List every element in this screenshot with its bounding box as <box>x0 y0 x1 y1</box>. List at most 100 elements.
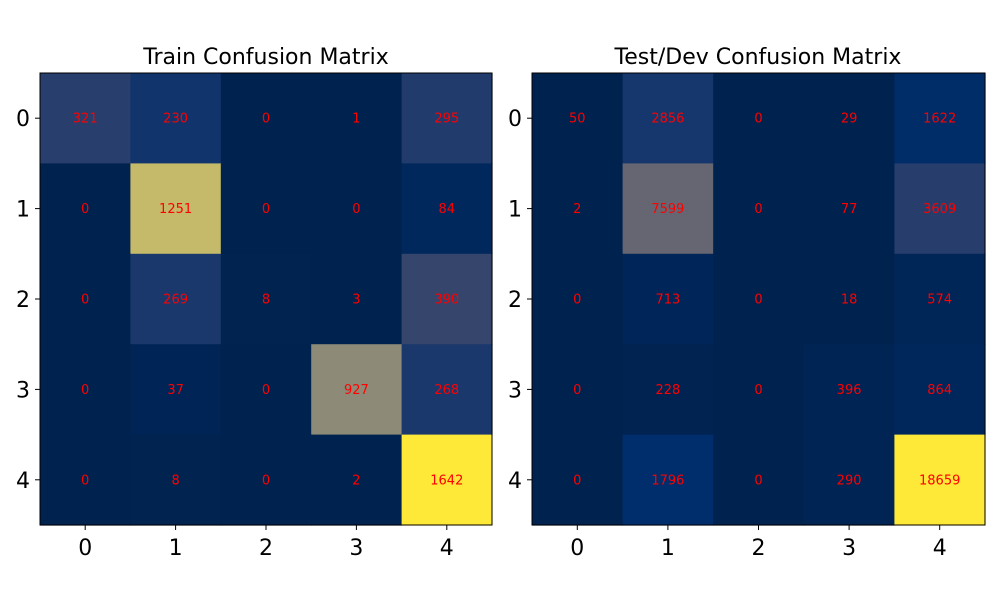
cell-value-label: 37 <box>167 383 184 398</box>
y-tick-label: 0 <box>16 107 30 132</box>
cell-value-label: 269 <box>163 293 188 308</box>
heatmap-cell-r4-c3 <box>803 434 895 526</box>
heatmap-cell-r2-c0 <box>532 253 624 345</box>
cell-value-label: 574 <box>927 293 952 308</box>
heatmap-cell-r0-c2 <box>220 73 312 164</box>
cell-value-label: 0 <box>262 473 270 488</box>
cell-value-label: 290 <box>837 473 862 488</box>
cell-value-label: 0 <box>754 202 762 217</box>
heatmap-cell-r4-c3 <box>311 434 403 526</box>
x-tick-label: 3 <box>349 536 363 561</box>
cell-value-label: 18659 <box>919 473 960 488</box>
cell-value-label: 3609 <box>923 202 956 217</box>
cell-value-label: 0 <box>352 202 360 217</box>
heatmap-cell-r2-c2 <box>713 253 805 345</box>
x-tick-label: 3 <box>842 536 856 561</box>
cell-value-label: 0 <box>754 293 762 308</box>
heatmap-cell-r1-c2 <box>220 163 312 255</box>
heatmap-cell-r2-c1 <box>622 253 714 345</box>
cell-value-label: 1642 <box>430 473 463 488</box>
cell-value-label: 713 <box>655 293 680 308</box>
cell-value-label: 2 <box>573 202 581 217</box>
heatmap-cell-r4-c4 <box>894 434 986 526</box>
heatmap-cell-r2-c1 <box>130 253 222 345</box>
heatmap-cell-r4-c2 <box>220 434 312 526</box>
heatmap-cell-r2-c0 <box>40 253 131 345</box>
heatmap-cell-r3-c2 <box>713 344 805 436</box>
cell-value-label: 0 <box>573 383 581 398</box>
cell-value-label: 0 <box>262 112 270 127</box>
cell-value-label: 50 <box>569 112 586 127</box>
cell-value-label: 18 <box>841 293 858 308</box>
heatmap-cell-r3-c0 <box>40 344 131 436</box>
cell-value-label: 295 <box>434 112 459 127</box>
heatmap-cell-r3-c3 <box>311 344 403 436</box>
heatmap-cell-r0-c1 <box>622 73 714 164</box>
heatmap-cell-r0-c2 <box>713 73 805 164</box>
cell-value-label: 927 <box>344 383 369 398</box>
x-tick-label: 4 <box>440 536 454 561</box>
heatmap-cell-r1-c1 <box>622 163 714 255</box>
cell-value-label: 3 <box>352 293 360 308</box>
heatmap-cell-r4-c1 <box>622 434 714 526</box>
cell-value-label: 84 <box>439 202 456 217</box>
cell-value-label: 0 <box>262 383 270 398</box>
cell-value-label: 0 <box>754 112 762 127</box>
cell-value-label: 0 <box>262 202 270 217</box>
y-tick-label: 3 <box>16 378 30 403</box>
cell-value-label: 0 <box>573 473 581 488</box>
cell-value-label: 0 <box>81 293 89 308</box>
y-tick-label: 2 <box>16 288 30 313</box>
cell-value-label: 1251 <box>159 202 192 217</box>
y-tick-label: 4 <box>16 469 30 494</box>
panel-title: Train Confusion Matrix <box>142 45 388 70</box>
x-tick-label: 1 <box>661 536 675 561</box>
x-tick-label: 1 <box>169 536 183 561</box>
cell-value-label: 77 <box>841 202 858 217</box>
cell-value-label: 29 <box>841 112 858 127</box>
cell-value-label: 8 <box>262 293 270 308</box>
cell-value-label: 2856 <box>651 112 684 127</box>
heatmap-cell-r0-c1 <box>130 73 222 164</box>
heatmap-cell-r0-c0 <box>532 73 624 164</box>
cell-value-label: 268 <box>434 383 459 398</box>
heatmap-cell-r1-c1 <box>130 163 222 255</box>
x-tick-label: 2 <box>259 536 273 561</box>
heatmap-cell-r0-c4 <box>401 73 493 164</box>
cell-value-label: 390 <box>434 293 459 308</box>
heatmap-cell-r0-c4 <box>894 73 986 164</box>
y-tick-label: 2 <box>508 288 522 313</box>
heatmap-cell-r2-c4 <box>401 253 493 345</box>
panel-title: Test/Dev Confusion Matrix <box>614 45 902 70</box>
cell-value-label: 1796 <box>651 473 684 488</box>
heatmap-cell-r1-c0 <box>40 163 131 255</box>
y-tick-label: 4 <box>508 469 522 494</box>
x-tick-label: 0 <box>570 536 584 561</box>
heatmap-cell-r4-c1 <box>130 434 222 526</box>
x-tick-label: 0 <box>78 536 92 561</box>
cell-value-label: 230 <box>163 112 188 127</box>
heatmap-cell-r1-c0 <box>532 163 624 255</box>
cell-value-label: 0 <box>573 293 581 308</box>
heatmap-cell-r4-c2 <box>713 434 805 526</box>
heatmap-cell-r3-c4 <box>401 344 493 436</box>
cell-value-label: 396 <box>837 383 862 398</box>
cell-value-label: 864 <box>927 383 952 398</box>
cell-value-label: 7599 <box>651 202 684 217</box>
cell-value-label: 0 <box>754 473 762 488</box>
cell-value-label: 2 <box>352 473 360 488</box>
heatmap-cell-r3-c1 <box>622 344 714 436</box>
heatmap-cell-r2-c2 <box>220 253 312 345</box>
test-dev-confusion-matrix-panel: Test/Dev Confusion Matrix 50 2856 0 29 1622 2… <box>508 45 986 561</box>
heatmap-cell-r4-c0 <box>40 434 131 526</box>
cell-value-label: 0 <box>81 202 89 217</box>
heatmap-cell-r0-c3 <box>803 73 895 164</box>
heatmap-cell-r1-c2 <box>713 163 805 255</box>
heatmap-cell-r4-c4 <box>401 434 493 526</box>
y-tick-label: 3 <box>508 378 522 403</box>
heatmap-cell-r3-c3 <box>803 344 895 436</box>
heatmap-cell-r1-c3 <box>311 163 403 255</box>
heatmap-cell-r3-c0 <box>532 344 624 436</box>
